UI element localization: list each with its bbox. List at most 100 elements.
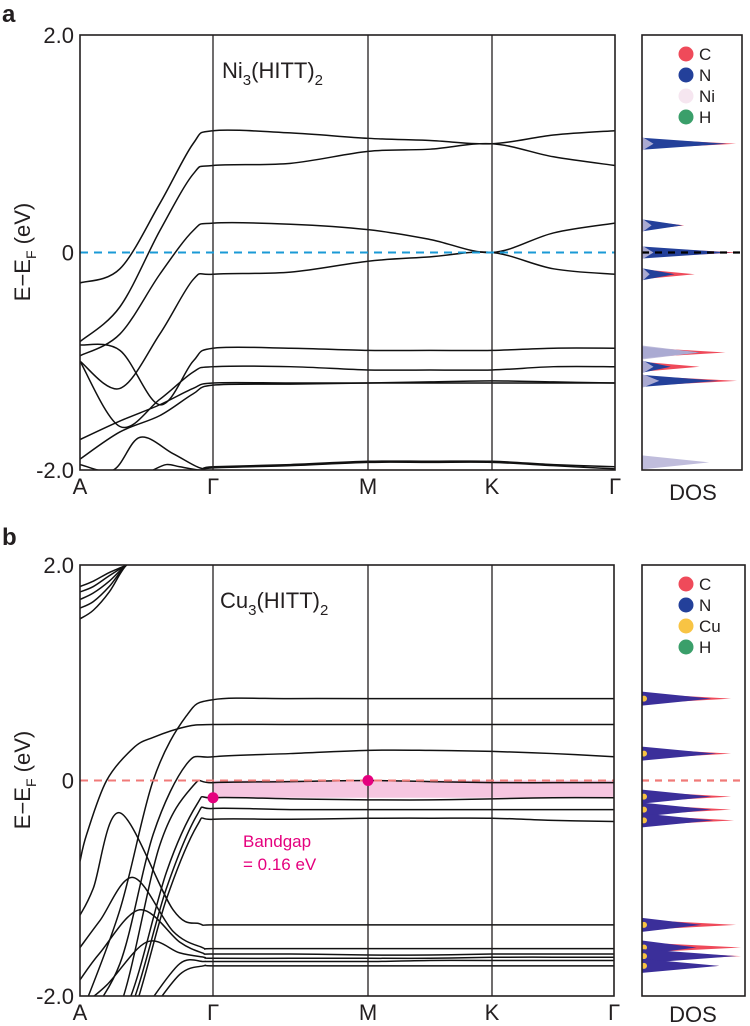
band-line xyxy=(122,779,614,996)
dos-peak-metal xyxy=(642,944,647,951)
legend-label: H xyxy=(699,108,711,127)
x-tick-label: Γ xyxy=(609,474,621,499)
dos-xlabel-b: DOS xyxy=(669,1002,717,1026)
x-tick-label: K xyxy=(485,474,500,499)
band-line xyxy=(80,360,615,429)
bandgap-annotation-line2: = 0.16 eV xyxy=(243,855,317,874)
x-tick-label: Γ xyxy=(207,474,219,499)
dos-peak-n xyxy=(642,958,720,973)
dos-peak-n xyxy=(642,374,719,387)
dos-peak-n xyxy=(642,802,712,817)
legend-item: Ni xyxy=(678,87,715,106)
band-line xyxy=(80,129,615,284)
dos-peak-metal xyxy=(642,455,710,470)
y-axis-label-b: E−EF (eV) xyxy=(10,731,39,829)
band-line xyxy=(153,959,614,996)
band-line xyxy=(80,436,615,470)
dos-panel-b: CN Cu H xyxy=(641,564,746,997)
band-line xyxy=(152,461,615,470)
band-line xyxy=(130,795,614,996)
legend-swatch xyxy=(678,88,694,104)
dos-peak-metal xyxy=(642,921,647,928)
band-line xyxy=(80,380,615,460)
bandgap-annotation-line1: Bandgap xyxy=(243,832,311,851)
band-lines-a xyxy=(80,129,615,470)
plot-frame-a xyxy=(79,34,616,471)
dos-peak-metal xyxy=(642,359,654,374)
dos-peak-metal xyxy=(642,695,647,702)
y-tick-label: -2.0 xyxy=(36,458,74,483)
band-line xyxy=(80,251,615,390)
legend-label: Ni xyxy=(699,87,715,106)
y-tick-labels-a: 2.0 0 -2.0 xyxy=(36,23,74,483)
band-line xyxy=(80,565,128,609)
dos-peak-metal xyxy=(642,373,660,388)
x-tick-label: Γ xyxy=(207,1000,219,1025)
legend-swatch xyxy=(678,67,694,83)
legend-swatch xyxy=(678,576,694,592)
legend-label: H xyxy=(699,638,711,657)
dos-peak-metal xyxy=(642,817,647,824)
legend-item: N xyxy=(678,66,711,85)
y-tick-label: 0 xyxy=(62,241,74,266)
dos-peak-n xyxy=(642,691,712,706)
y-axis-label-a: E−EF (eV) xyxy=(10,203,39,301)
dos-xlabel-a: DOS xyxy=(669,480,717,505)
dos-peak-n xyxy=(642,137,727,150)
dos-frame xyxy=(641,34,743,471)
legend-swatch xyxy=(678,639,694,655)
band-line xyxy=(80,565,128,601)
y-tick-labels-b: 2.0 0 -2.0 xyxy=(36,553,74,1009)
dos-peak-n xyxy=(642,268,675,281)
dos-peak-metal xyxy=(642,750,647,757)
panel-label-b: b xyxy=(2,524,17,551)
dos-peak-metal xyxy=(642,793,647,800)
band-line xyxy=(80,876,614,950)
compound-title-b: Cu3(HITT)2 xyxy=(220,588,328,619)
band-line xyxy=(93,940,614,996)
legend-label: N xyxy=(699,596,711,615)
band-line xyxy=(80,909,614,981)
legend-label: Cu xyxy=(699,617,721,636)
band-line xyxy=(102,749,614,996)
legend-swatch xyxy=(678,618,694,634)
band-line xyxy=(80,381,615,441)
band-line xyxy=(80,142,615,343)
dos-peak-n xyxy=(642,917,702,932)
vbm-marker xyxy=(207,792,219,804)
dos-frame xyxy=(641,564,746,997)
band-line xyxy=(80,221,615,357)
x-tick-label: A xyxy=(73,474,88,499)
legend-item: H xyxy=(678,108,711,127)
dos-peak-metal xyxy=(642,962,647,969)
plot-frame-b xyxy=(79,564,615,997)
bandgap-fill xyxy=(213,780,614,798)
dos-peak-metal xyxy=(642,218,652,233)
band-line xyxy=(80,565,129,593)
y-tick-label: 2.0 xyxy=(43,23,74,48)
band-edge-markers xyxy=(207,775,374,804)
band-line xyxy=(138,817,614,996)
dos-peak-n xyxy=(642,949,737,964)
panel-label-a: a xyxy=(2,1,16,28)
y-tick-label: 0 xyxy=(62,769,74,794)
legend-swatch xyxy=(678,109,694,125)
panel-b: b Cu3(HITT)2 Bandgap = 0.16 eV 2.00-2.0 … xyxy=(2,524,746,1026)
band-line xyxy=(87,697,614,996)
dos-peak-n xyxy=(642,746,717,761)
x-tick-label: M xyxy=(359,1000,377,1025)
dos-peak-metal xyxy=(642,953,647,960)
x-tick-label: K xyxy=(485,1000,500,1025)
dos-panel-a: CN Ni H xyxy=(641,34,743,471)
compound-title-a: Ni3(HITT)2 xyxy=(222,58,323,89)
legend-label: C xyxy=(699,575,711,594)
bandgap-region xyxy=(213,780,614,798)
y-tick-label: 2.0 xyxy=(43,553,74,578)
band-line xyxy=(80,565,129,588)
band-line xyxy=(80,565,128,620)
legend-label: C xyxy=(699,45,711,64)
